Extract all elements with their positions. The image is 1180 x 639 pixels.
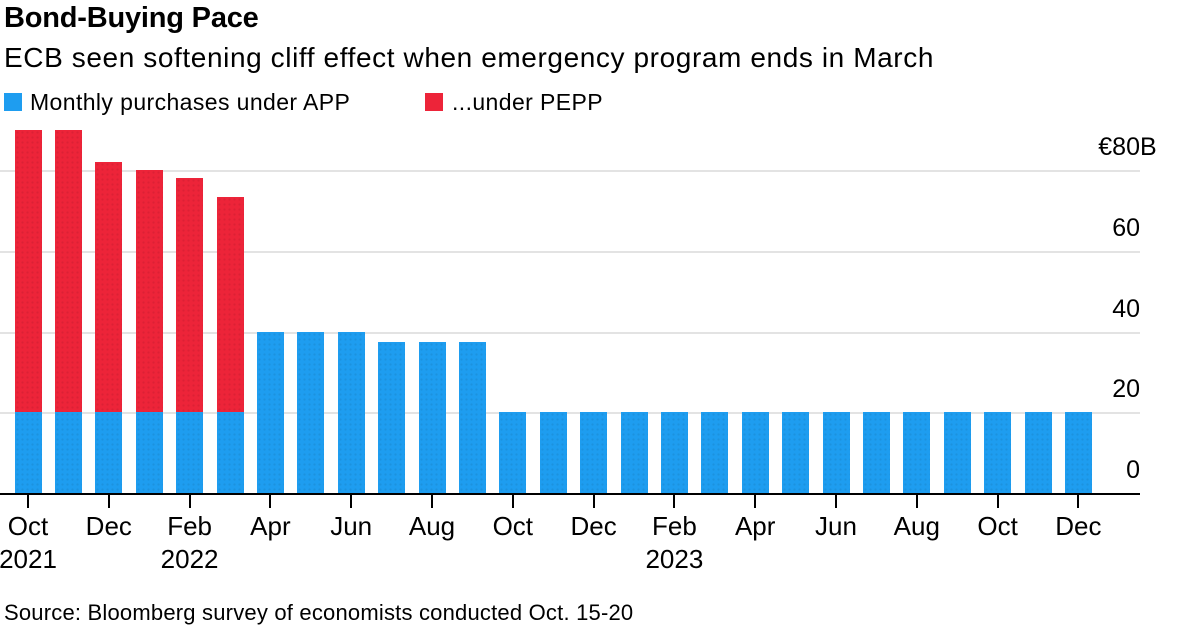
bar-segment-app	[95, 412, 123, 493]
legend-swatch-pepp	[425, 93, 443, 111]
x-axis-tick	[107, 495, 110, 508]
bar-segment-app	[216, 412, 244, 493]
bar-segment-app	[660, 412, 688, 493]
bar-segment-app	[14, 412, 42, 493]
bar-segment-app	[378, 341, 406, 493]
gridline-80	[0, 170, 1140, 173]
x-axis-label-month: Aug	[893, 511, 940, 541]
y-tick-text: 40	[1112, 294, 1140, 323]
x-axis-label-month: Oct	[7, 511, 49, 541]
x-axis-tick	[350, 495, 353, 508]
bar-segment-app	[176, 412, 204, 493]
x-axis-tick	[269, 495, 272, 508]
bar-segment-app	[1024, 412, 1052, 493]
legend-swatch-app	[4, 93, 22, 111]
x-axis-label-month: Jun	[330, 511, 373, 541]
y-axis-label: 0	[1126, 457, 1140, 484]
bar-segment-app	[337, 331, 365, 493]
y-tick-text: 20	[1112, 375, 1140, 404]
x-axis-tick	[511, 495, 514, 508]
x-axis-label-month: Dec	[1055, 511, 1102, 541]
gridline-40	[0, 331, 1140, 334]
x-axis-label-month: Apr	[250, 511, 291, 541]
x-axis-label-year: 2023	[645, 544, 704, 574]
x-axis-tick	[592, 495, 595, 508]
x-axis-label-month: Oct	[977, 511, 1018, 541]
bar-segment-app	[984, 412, 1012, 493]
bar-segment-app	[135, 412, 163, 493]
x-axis-label-month: Feb	[167, 511, 212, 541]
x-axis-label-month: Dec	[85, 511, 132, 541]
bar-segment-pepp	[135, 170, 163, 413]
bar-segment-pepp	[95, 162, 123, 413]
chart-subtitle: ECB seen softening cliff effect when eme…	[4, 42, 935, 73]
bar-segment-app	[943, 412, 971, 493]
x-axis-label-month: Dec	[570, 511, 617, 541]
bar-segment-app	[580, 412, 608, 493]
x-axis-tick	[188, 495, 191, 508]
x-axis-line	[0, 493, 1140, 495]
bar-segment-app	[782, 412, 810, 493]
y-axis-label: 20	[1112, 376, 1140, 403]
y-axis-label: 60	[1112, 215, 1140, 242]
bar-segment-app	[620, 412, 648, 493]
x-axis-tick	[673, 495, 676, 508]
x-axis-tick	[835, 495, 837, 508]
bar-segment-app	[297, 331, 325, 493]
bar-segment-app	[418, 341, 446, 493]
bar-segment-app	[1064, 412, 1092, 493]
bar-segment-app	[822, 412, 850, 493]
x-axis-label-month: Feb	[651, 511, 697, 541]
x-axis-label-month: Aug	[408, 511, 456, 541]
x-axis-tick	[1077, 495, 1080, 508]
x-axis-tick	[431, 495, 433, 508]
x-axis-label-year: 2021	[0, 544, 57, 574]
y-axis-label: 40	[1112, 294, 1140, 323]
x-axis-label-year: 2022	[160, 544, 219, 574]
bar-segment-pepp	[14, 130, 42, 413]
x-axis-tick	[27, 495, 29, 508]
x-axis-label-month: Apr	[734, 511, 776, 541]
x-axis-tick	[915, 495, 918, 508]
y-tick-text: 60	[1112, 214, 1140, 243]
bar-segment-app	[256, 331, 284, 493]
bar-segment-pepp	[176, 178, 204, 413]
gridline-60	[0, 251, 1140, 254]
legend-label-pepp: ...under PEPP	[452, 89, 603, 115]
bar-segment-pepp	[54, 130, 82, 413]
chart-title: Bond-Buying Pace	[4, 2, 259, 34]
bar-segment-app	[499, 412, 527, 493]
x-axis-tick	[996, 495, 999, 508]
bar-segment-app	[903, 412, 931, 493]
x-axis-label-month: Jun	[815, 511, 857, 541]
bar-segment-pepp	[216, 196, 244, 413]
chart-legend: Monthly purchases under APP ...under PEP…	[0, 89, 1180, 115]
x-axis-label-month: Oct	[492, 511, 534, 541]
x-axis-tick	[754, 495, 757, 508]
gridline-20	[0, 412, 1140, 415]
legend-label-app: Monthly purchases under APP	[30, 89, 351, 115]
y-tick-unit-suffix: B	[1140, 133, 1157, 162]
bar-segment-app	[458, 341, 486, 493]
bar-segment-app	[862, 412, 890, 493]
bar-segment-app	[701, 412, 729, 493]
y-tick-text: €80	[1098, 133, 1140, 162]
y-tick-text: 0	[1126, 456, 1140, 484]
source-note: Source: Bloomberg survey of economists c…	[4, 600, 634, 625]
y-axis-label: €80 B	[1098, 133, 1156, 162]
bar-segment-app	[741, 412, 769, 493]
bar-segment-app	[54, 412, 82, 493]
bar-segment-app	[539, 412, 567, 493]
